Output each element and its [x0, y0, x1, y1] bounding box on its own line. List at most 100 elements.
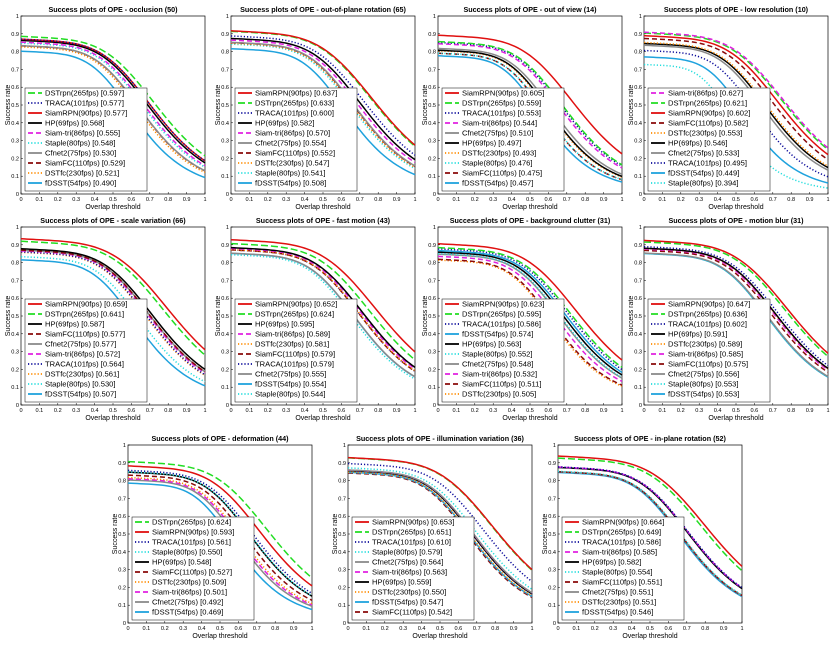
legend-entry: SiamRPN(90fps) [0.602] [668, 109, 750, 118]
y-tick-label: 0.4 [634, 121, 642, 127]
series-line [230, 253, 416, 380]
y-tick-label: 0.4 [118, 550, 126, 556]
x-tick-label: 0.9 [510, 626, 518, 632]
x-tick-label: 0.3 [282, 197, 290, 203]
legend-entry: fDSST(54fps) [0.554] [255, 380, 326, 389]
legend-entry: fDSST(54fps) [0.449] [668, 169, 739, 178]
y-tick-label: 1 [16, 14, 19, 20]
legend-entry: SiamFC(110fps) [0.551] [582, 578, 662, 587]
x-tick-label: 0.4 [301, 408, 309, 414]
y-tick-label: 1 [123, 443, 126, 449]
y-axis-label: Success rate [628, 296, 635, 337]
y-tick-label: 0.4 [221, 121, 229, 127]
success-plot-svg: Success plots of OPE - occlusion (50) 0 0.… [5, 5, 207, 211]
legend-entry: TRACA(101fps) [0.564] [45, 360, 124, 369]
series-line [643, 247, 829, 369]
success-plot-svg: Success plots of OPE - fast motion (43) 0… [215, 216, 417, 422]
x-axis-label: Overlap threshold [708, 415, 763, 422]
x-tick-label: 0.7 [356, 197, 364, 203]
legend-box [561, 516, 685, 621]
x-axis-label: Overlap threshold [295, 415, 350, 422]
legend-entry: Cfnet2(75fps) [0.554] [255, 139, 326, 148]
x-tick-label: 0.2 [54, 197, 62, 203]
x-tick-label: 0.4 [628, 626, 636, 632]
legend-entry: fDSST(54fps) [0.547] [372, 598, 443, 607]
y-tick-label: 1 [16, 225, 19, 231]
x-tick-label: 0.6 [665, 626, 673, 632]
y-tick-label: 0 [553, 621, 556, 627]
x-tick-label: 0.9 [600, 197, 608, 203]
legend-entry: Siam-tri(86fps) [0.585] [668, 350, 743, 359]
legend-entry: HP(69fps) [0.591] [668, 330, 728, 339]
x-tick-label: 0.6 [545, 197, 553, 203]
legend-entry: DSTrpn(265fps) [0.559] [462, 99, 541, 108]
x-tick-label: 0.7 [146, 197, 154, 203]
x-tick-label: 0 [642, 197, 645, 203]
y-axis-label: Success rate [112, 514, 119, 555]
legend-entry: SiamRPN(90fps) [0.659] [45, 300, 127, 309]
series-line [20, 240, 206, 356]
x-tick-label: 0.2 [54, 408, 62, 414]
y-tick-label: 0.5 [118, 532, 126, 538]
x-tick-label: 0.4 [91, 408, 99, 414]
series-line [437, 50, 623, 178]
y-tick-label: 0.6 [118, 514, 126, 520]
legend-entry: HP(69fps) [0.595] [255, 320, 315, 329]
legend-entry: DSTrpn(265fps) [0.624] [152, 518, 231, 527]
success-plot-panel: Success plots of OPE - low resolution (1… [626, 4, 831, 216]
y-tick-label: 0.4 [221, 332, 229, 338]
x-tick-label: 0.1 [573, 626, 581, 632]
y-tick-label: 0.9 [11, 243, 19, 249]
series-line [20, 38, 206, 162]
x-tick-label: 0.4 [508, 197, 516, 203]
series-line [437, 249, 623, 374]
y-tick-label: 0.7 [428, 278, 436, 284]
success-plot-panel: Success plots of OPE - scale variation (… [3, 215, 208, 427]
x-tick-label: 0.8 [701, 626, 709, 632]
legend-entry: fDSST(54fps) [0.574] [462, 330, 533, 339]
legend-entry: Cfnet2(75fps) [0.551] [582, 588, 653, 597]
legend-entry: DSTrpn(265fps) [0.651] [372, 528, 451, 537]
legend-entry: Cfnet2(75fps) [0.530] [45, 149, 116, 158]
y-tick-label: 0.4 [11, 121, 19, 127]
y-tick-label: 0.6 [634, 296, 642, 302]
series-line [230, 238, 416, 353]
legend-entry: SiamRPN(90fps) [0.623] [462, 300, 544, 309]
y-tick-label: 0 [226, 192, 229, 198]
x-tick-label: 0.4 [714, 408, 722, 414]
series-line [643, 37, 829, 161]
x-tick-label: 0.6 [235, 626, 243, 632]
y-tick-label: 0.5 [634, 103, 642, 109]
series-line [643, 32, 829, 151]
legend-entry: SiamFC(110fps) [0.475] [462, 169, 542, 178]
x-tick-label: 0.1 [36, 408, 44, 414]
series-line [643, 49, 829, 178]
legend-entry: Siam-tri(86fps) [0.627] [668, 89, 743, 98]
y-tick-label: 0.7 [118, 496, 126, 502]
y-tick-label: 0.6 [11, 296, 19, 302]
success-plot-panel: Success plots of OPE - occlusion (50) 0 0.… [3, 4, 208, 216]
legend-box [131, 516, 255, 621]
x-tick-label: 0.8 [787, 408, 795, 414]
legend-entry: Cfnet2(75fps) [0.556] [668, 370, 739, 379]
series-line [230, 247, 416, 370]
y-tick-label: 0.5 [11, 103, 19, 109]
legend-entry: TRACA(101fps) [0.553] [462, 109, 541, 118]
x-tick-label: 0.9 [393, 197, 401, 203]
y-tick-label: 0 [16, 403, 19, 409]
legend-entry: SiamRPN(90fps) [0.652] [255, 300, 337, 309]
y-tick-label: 0.6 [221, 296, 229, 302]
x-tick-label: 0.3 [179, 626, 187, 632]
y-tick-label: 0.9 [634, 32, 642, 38]
legend-box [234, 298, 358, 403]
series-line [557, 466, 743, 589]
y-tick-label: 0 [123, 621, 126, 627]
x-tick-label: 0.6 [751, 197, 759, 203]
y-tick-label: 0.7 [634, 67, 642, 73]
y-tick-label: 0.3 [634, 139, 642, 145]
legend-box [24, 298, 148, 403]
series-line [437, 34, 623, 155]
series-line [20, 35, 206, 157]
legend-entry: TRACA(101fps) [0.600] [255, 109, 334, 118]
legend-entry: DSTfc(230fps) [0.550] [372, 588, 446, 597]
